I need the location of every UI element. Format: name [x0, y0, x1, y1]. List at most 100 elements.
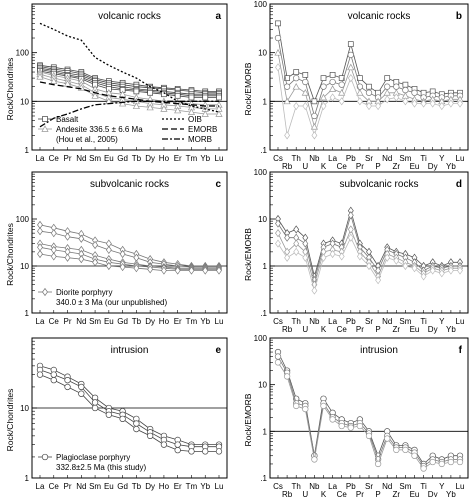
panel-title: intrusion [111, 345, 149, 356]
legend-marker [41, 125, 49, 132]
legend-label: OIB [188, 115, 202, 124]
data-point [311, 98, 318, 105]
data-point [302, 101, 309, 111]
data-point [78, 383, 85, 391]
x-tick-label: Zr [393, 490, 401, 497]
x-tick-label: Ce [337, 325, 348, 334]
data-point [338, 97, 345, 106]
data-point [215, 110, 223, 117]
data-point [50, 376, 57, 384]
data-point [420, 99, 427, 108]
data-point [78, 390, 85, 397]
y-tick-label: .1 [260, 146, 267, 155]
data-point [174, 92, 181, 99]
data-point [119, 262, 126, 272]
x-tick-label: P [375, 325, 380, 334]
x-tick-label: Ce [337, 162, 348, 171]
data-point [375, 276, 382, 285]
panel-title: volcanic rocks [98, 11, 161, 22]
x-tick-label: U [302, 325, 308, 334]
legend-label: (Hou et al., 2005) [56, 135, 118, 144]
legend-label: MORB [188, 135, 212, 144]
x-tick-label: Nb [309, 482, 320, 491]
data-point [329, 72, 336, 78]
data-point [92, 240, 99, 250]
x-tick-label: Ti [420, 317, 427, 326]
data-point [201, 110, 209, 117]
data-point [174, 441, 181, 448]
x-tick-label: Eu [104, 154, 114, 163]
x-tick-label: Nb [309, 317, 320, 326]
data-point [347, 74, 354, 83]
x-tick-label: Sm [89, 482, 101, 491]
x-tick-label: Pr [64, 154, 72, 163]
data-point [338, 89, 346, 96]
data-point [320, 253, 327, 262]
x-tick-label: Tb [132, 317, 142, 326]
x-tick-label: Sr [365, 154, 373, 163]
data-point [365, 432, 373, 440]
data-point [293, 69, 300, 75]
panel-b: .1 1 10 100 Rock/EMORB CsRbThUNbKLaCePbPrSrPN… [243, 0, 469, 171]
data-point [133, 264, 140, 273]
x-tick-label: Th [292, 154, 301, 163]
data-point [284, 75, 290, 81]
x-tick-label: Ce [337, 490, 348, 497]
data-point [37, 227, 43, 236]
data-point [174, 266, 181, 275]
data-point [302, 72, 309, 78]
x-tick-label: P [375, 490, 380, 497]
x-tick-label: Eu [104, 482, 114, 491]
x-tick-label: Eu [410, 490, 420, 497]
data-point [384, 75, 391, 81]
x-tick-label: Nd [382, 154, 392, 163]
data-point [133, 420, 140, 427]
data-point [302, 239, 309, 248]
y-tick-label: 10 [20, 404, 29, 413]
panel-letter: b [456, 11, 462, 22]
x-tick-label: Dy [428, 162, 438, 171]
data-point [375, 101, 382, 111]
x-tick-label: Nd [76, 482, 86, 491]
x-tick-label: Tb [132, 482, 142, 491]
x-tick-label: U [302, 490, 308, 497]
data-point [320, 75, 327, 81]
data-point [202, 448, 209, 455]
data-point [429, 99, 436, 108]
x-tick-label: Rb [282, 490, 293, 497]
y-tick-label: 1 [25, 474, 30, 483]
data-point [174, 106, 182, 114]
y-axis-label: Rock/Chondrites [5, 58, 15, 121]
x-tick-label: Yb [446, 162, 456, 171]
plot-frame [31, 171, 228, 314]
data-point [275, 63, 281, 72]
data-point [429, 458, 436, 466]
data-point [119, 249, 126, 259]
x-tick-label: Ce [49, 317, 60, 326]
data-point [347, 424, 354, 431]
data-point [320, 402, 327, 410]
x-tick-label: Th [292, 482, 301, 491]
y-tick-label: 100 [254, 334, 268, 343]
x-tick-label: Ce [49, 482, 60, 491]
x-tick-label: La [36, 317, 45, 326]
data-point [420, 272, 427, 281]
x-tick-label: Nd [76, 317, 86, 326]
x-tick-label: Yb [200, 482, 210, 491]
data-point [319, 93, 328, 101]
data-point [293, 402, 300, 410]
data-point [302, 253, 309, 262]
data-point [329, 78, 336, 86]
y-axis-label: Rock/EMORB [243, 393, 253, 446]
data-point [347, 63, 355, 71]
y-tick-label: 10 [258, 49, 267, 58]
data-point [310, 123, 318, 130]
data-point [293, 101, 300, 111]
x-tick-label: Lu [456, 317, 465, 326]
data-point [411, 99, 418, 108]
data-point [402, 446, 409, 454]
x-tick-label: Pr [356, 162, 364, 171]
x-tick-label: Y [439, 482, 445, 491]
data-point [311, 286, 318, 295]
